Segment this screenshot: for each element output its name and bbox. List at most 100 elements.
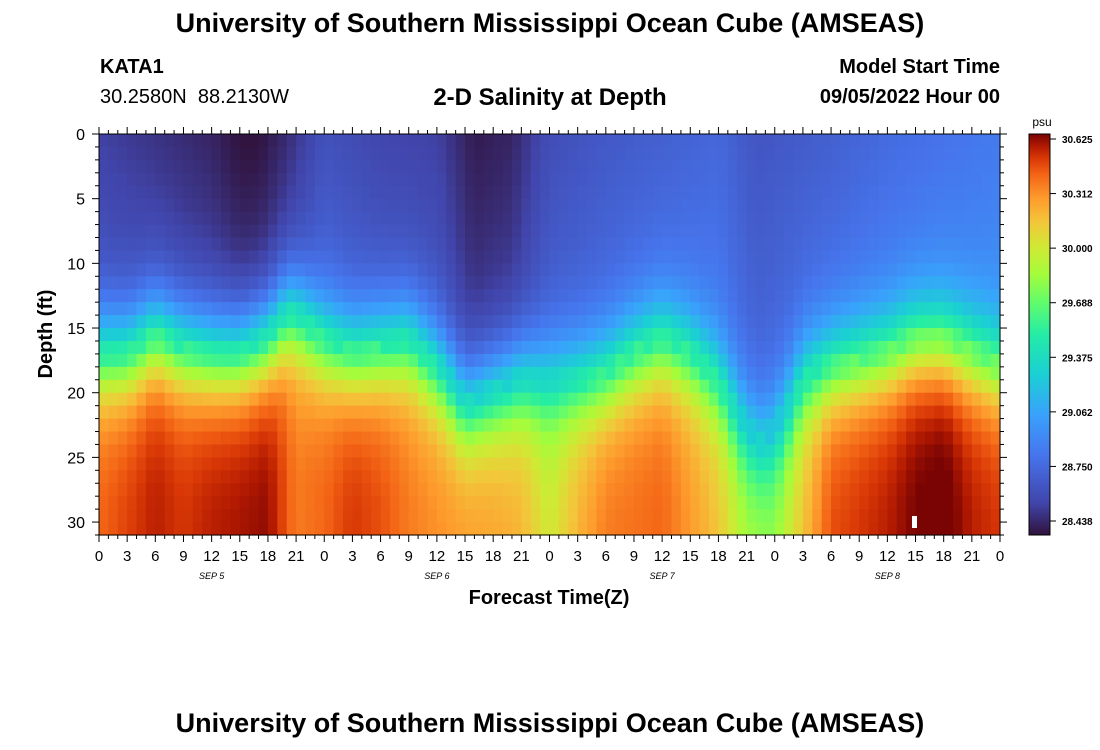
heatmap-cell [352, 353, 363, 368]
heatmap-cell [483, 302, 494, 316]
heatmap-cell [549, 405, 560, 420]
heatmap-cell [371, 146, 382, 161]
heatmap-cell [164, 328, 175, 342]
heatmap-cell [680, 496, 691, 510]
heatmap-cell [774, 366, 785, 381]
heatmap-cell [99, 379, 109, 394]
heatmap-cell [267, 509, 278, 523]
heatmap-cell [465, 522, 476, 536]
heatmap-cell [962, 263, 973, 277]
heatmap-cell [277, 250, 288, 264]
heatmap-cell [465, 134, 476, 148]
heatmap-cell [211, 211, 222, 226]
heatmap-cell [389, 509, 400, 523]
heatmap-cell [971, 289, 982, 303]
heatmap-cell [230, 198, 241, 213]
heatmap-cell [671, 302, 682, 316]
heatmap-cell [258, 379, 269, 394]
heatmap-cell [511, 315, 522, 329]
heatmap-cell [155, 470, 166, 484]
heatmap-cell [812, 250, 823, 264]
heatmap-cell [502, 211, 513, 226]
heatmap-cell [784, 366, 795, 381]
heatmap-cell [230, 276, 241, 290]
heatmap-cell [352, 211, 363, 226]
heatmap-cell [877, 263, 888, 277]
heatmap-cell [605, 509, 616, 523]
heatmap-cell [633, 198, 644, 213]
heatmap-cell [652, 263, 663, 277]
heatmap-cell [615, 379, 626, 394]
heatmap-cell [239, 522, 250, 536]
heatmap-cell [145, 405, 156, 420]
heatmap-cell [380, 211, 391, 226]
heatmap-cell [136, 289, 147, 303]
heatmap-cell [671, 509, 682, 523]
heatmap-cell [521, 509, 532, 523]
heatmap-cell [305, 211, 316, 226]
heatmap-cell [493, 328, 504, 342]
heatmap-cell [465, 470, 476, 484]
heatmap-cell [418, 496, 429, 510]
heatmap-cell [737, 470, 748, 484]
heatmap-cell [990, 353, 1001, 368]
heatmap-cell [831, 146, 842, 161]
heatmap-cell [690, 328, 701, 342]
heatmap-cell [596, 418, 607, 433]
heatmap-cell [333, 328, 344, 342]
heatmap-cell [333, 134, 344, 148]
heatmap-cell [840, 392, 851, 407]
heatmap-cell [408, 457, 419, 471]
heatmap-cell [136, 470, 147, 484]
heatmap-cell [615, 276, 626, 290]
heatmap-cell [671, 146, 682, 161]
model-start-label: Model Start Time [839, 56, 1000, 78]
heatmap-cell [164, 263, 175, 277]
heatmap-cell [164, 483, 175, 497]
heatmap-cell [211, 379, 222, 394]
heatmap-cell [849, 353, 860, 368]
heatmap-cell [108, 522, 119, 536]
heatmap-cell [849, 444, 860, 458]
heatmap-cell [455, 509, 466, 523]
heatmap-cell [887, 444, 898, 458]
heatmap-cell [267, 250, 278, 264]
heatmap-cell [305, 224, 316, 239]
heatmap-cell [784, 159, 795, 174]
heatmap-cell [577, 392, 588, 407]
heatmap-cell [324, 146, 335, 161]
heatmap-cell [296, 276, 307, 290]
heatmap-cell [558, 276, 569, 290]
heatmap-cell [192, 483, 203, 497]
heatmap-cell [587, 366, 598, 381]
heatmap-cell [934, 302, 945, 316]
heatmap-cell [343, 185, 354, 200]
heatmap-cell [127, 185, 138, 200]
heatmap-cell [408, 496, 419, 510]
heatmap-cell [596, 302, 607, 316]
heatmap-cell [709, 340, 720, 355]
heatmap-cell [859, 172, 870, 187]
heatmap-cell [943, 496, 954, 510]
heatmap-cell [511, 509, 522, 523]
heatmap-cell [230, 379, 241, 394]
heatmap-cell [727, 509, 738, 523]
heatmap-cell [793, 509, 804, 523]
heatmap-cell [990, 496, 1001, 510]
heatmap-cell [596, 328, 607, 342]
heatmap-cell [652, 392, 663, 407]
heatmap-cell [540, 237, 551, 252]
heatmap-cell [399, 276, 410, 290]
heatmap-cell [793, 250, 804, 264]
heatmap-cell [155, 198, 166, 213]
heatmap-cell [145, 146, 156, 161]
x-tick-label: 18 [710, 548, 727, 565]
heatmap-cell [99, 172, 109, 187]
heatmap-cell [455, 366, 466, 381]
heatmap-cell [183, 328, 194, 342]
heatmap-cell [699, 302, 710, 316]
heatmap-cell [155, 302, 166, 316]
heatmap-cell [221, 353, 231, 368]
heatmap-cell [455, 340, 466, 355]
heatmap-cell [849, 289, 860, 303]
